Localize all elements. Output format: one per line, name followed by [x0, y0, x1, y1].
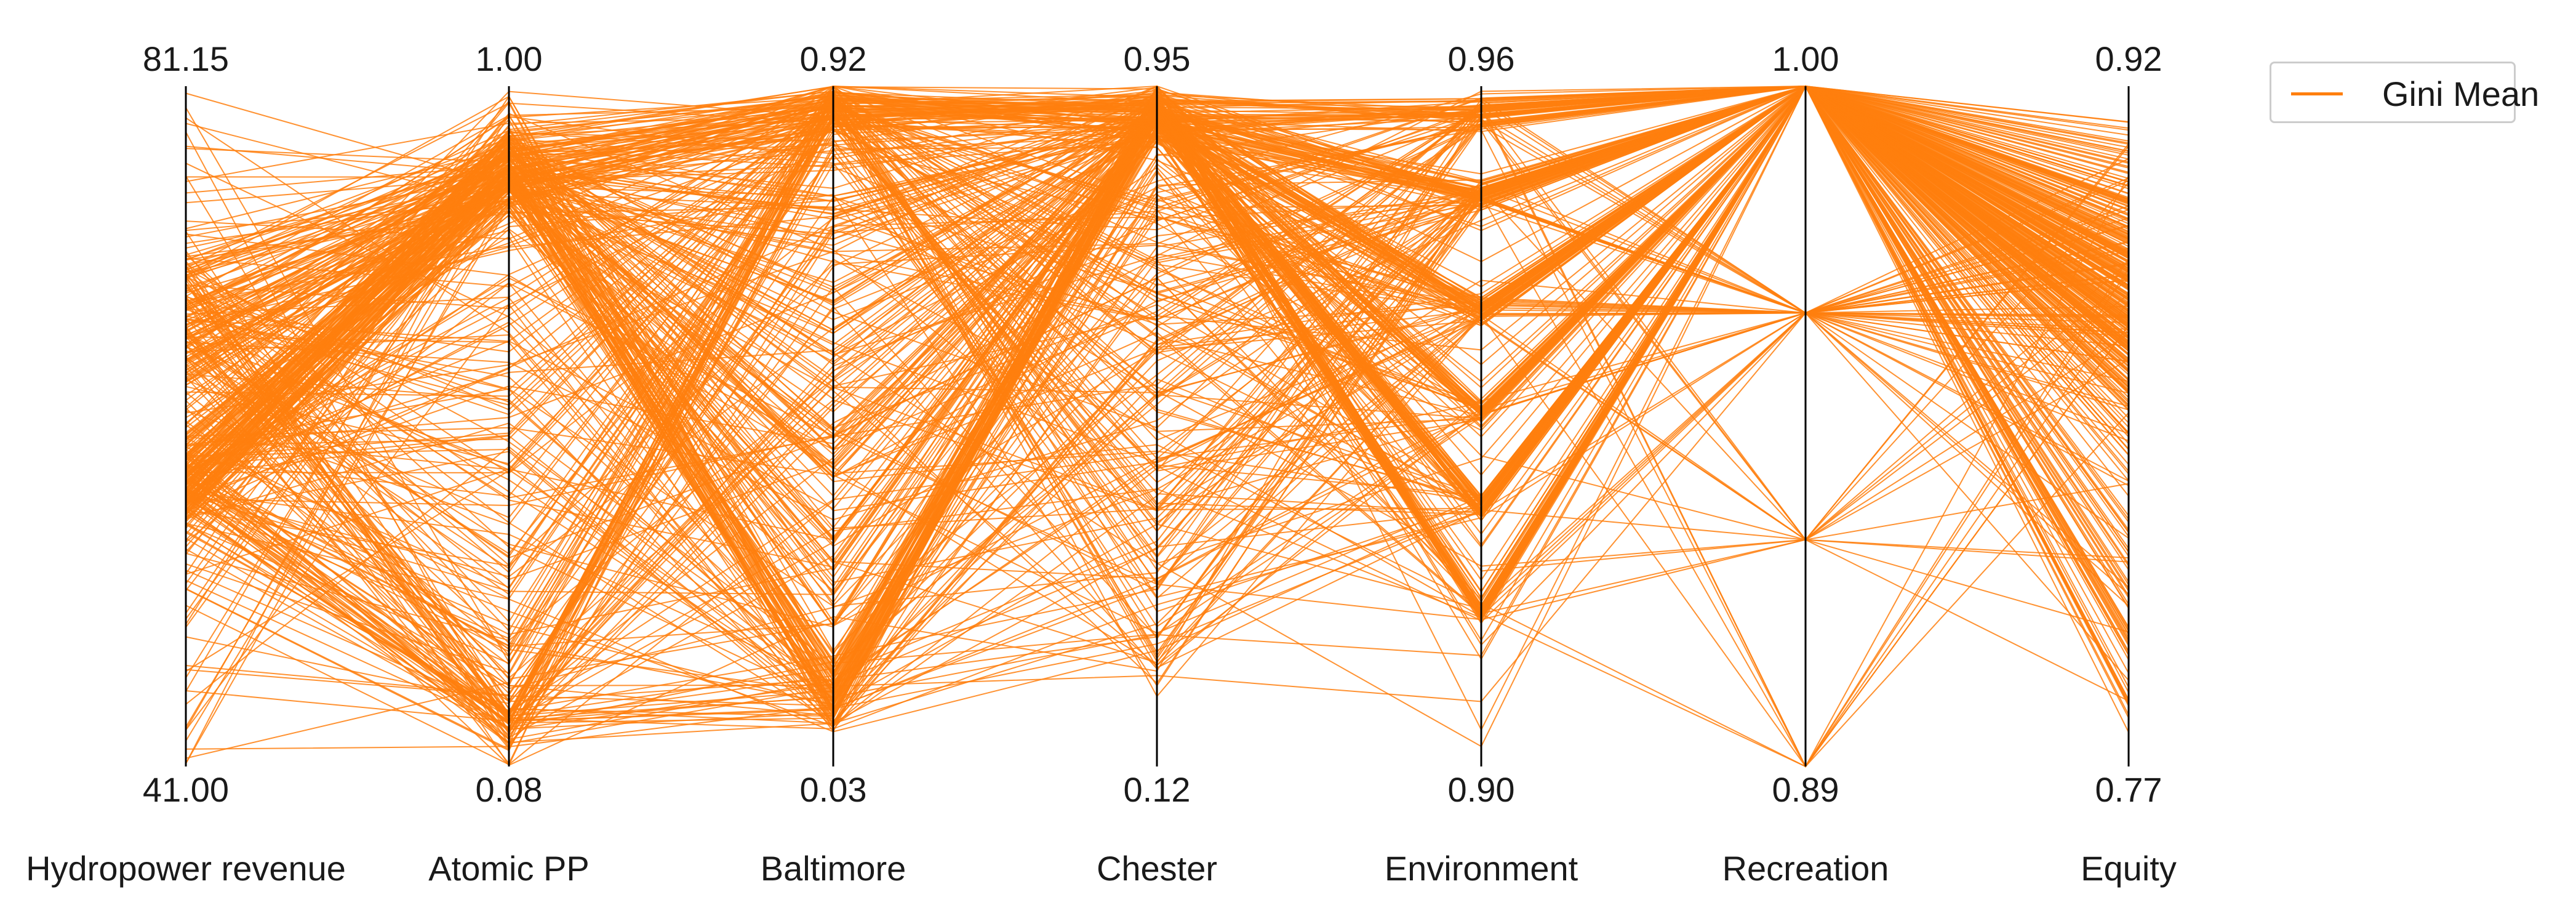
axis-name-label: Baltimore: [761, 849, 906, 888]
axis-name-label: Hydropower revenue: [26, 849, 346, 888]
axis-labels: 81.15 41.00 Hydropower revenue 1.00 0.08 Atom…: [26, 39, 2177, 888]
axis-min-label: 0.03: [800, 770, 867, 809]
axis-name-label: Equity: [2081, 849, 2177, 888]
legend: Gini Mean: [2270, 62, 2539, 123]
axis-max-label: 1.00: [1772, 39, 1839, 78]
axis-min-label: 41.00: [143, 770, 229, 809]
axis-name-label: Atomic PP: [428, 849, 589, 888]
axis-max-label: 0.95: [1124, 39, 1191, 78]
legend-swatch: [2291, 92, 2343, 95]
axis-min-label: 0.08: [476, 770, 543, 809]
axis-max-label: 81.15: [143, 39, 229, 78]
axis-max-label: 1.00: [476, 39, 543, 78]
axis-min-label: 0.12: [1124, 770, 1191, 809]
axis-min-label: 0.90: [1448, 770, 1515, 809]
axis-name-label: Chester: [1097, 849, 1217, 888]
legend-label: Gini Mean: [2382, 74, 2540, 113]
axes: [185, 86, 2130, 766]
axis-name-label: Environment: [1385, 849, 1578, 888]
axis-max-label: 0.96: [1448, 39, 1515, 78]
axis-max-label: 0.92: [2095, 39, 2162, 78]
axis-min-label: 0.77: [2095, 770, 2162, 809]
axis-max-label: 0.92: [800, 39, 867, 78]
axis-name-label: Recreation: [1722, 849, 1889, 888]
axis-min-label: 0.89: [1772, 770, 1839, 809]
